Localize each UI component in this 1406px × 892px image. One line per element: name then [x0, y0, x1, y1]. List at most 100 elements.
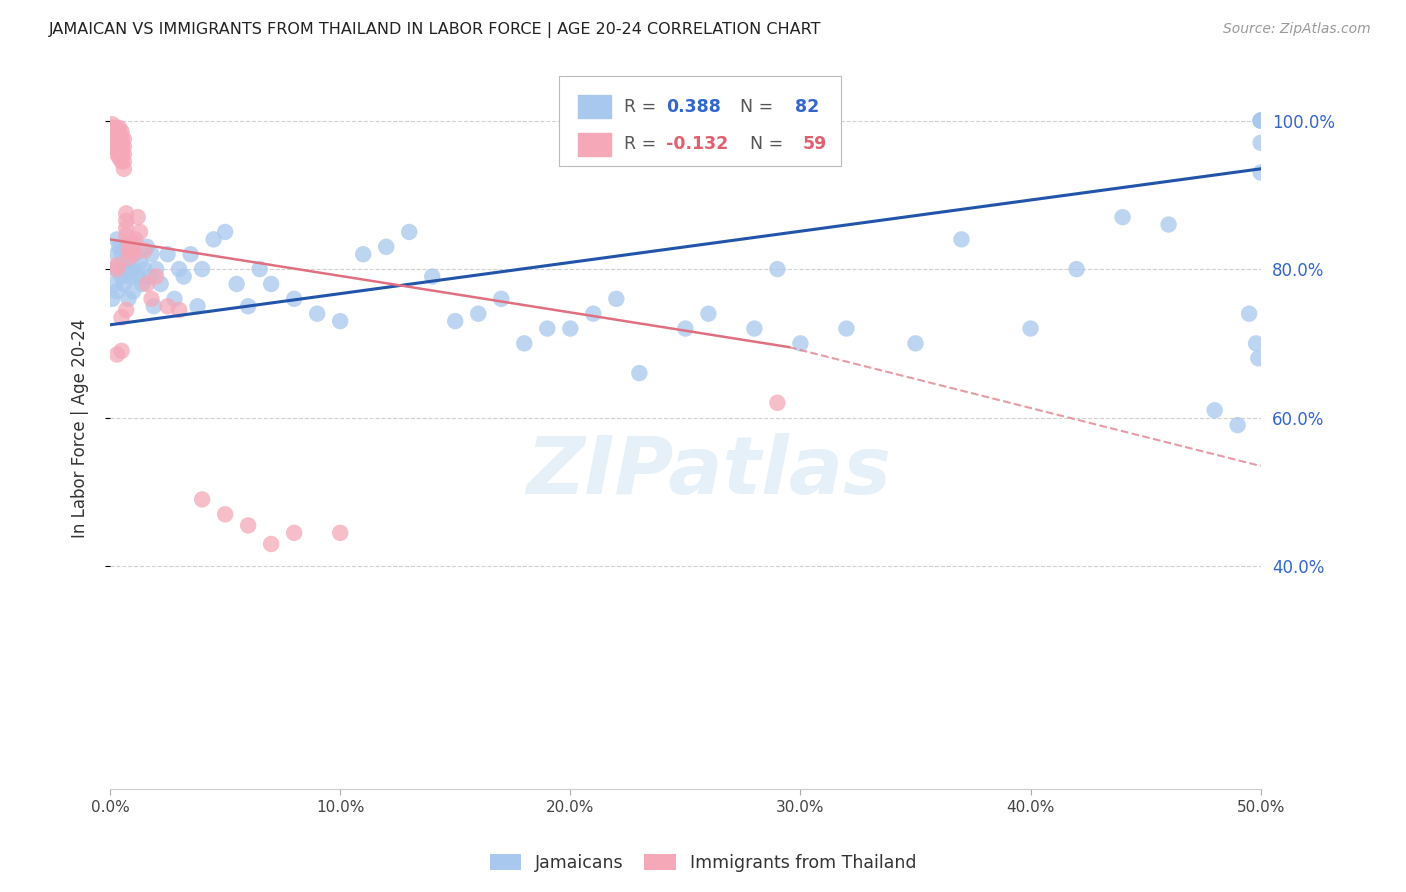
Point: [560, 321, 582, 335]
Point: [117, 251, 139, 265]
Legend: Jamaicans, Immigrants from Thailand: Jamaicans, Immigrants from Thailand: [482, 847, 924, 879]
Point: [110, 154, 132, 169]
Point: [117, 244, 139, 258]
Point: [352, 247, 374, 261]
Point: [105, 132, 128, 146]
Point: [1250, 136, 1272, 150]
Point: [115, 214, 138, 228]
Point: [127, 210, 149, 224]
Text: 59: 59: [803, 136, 827, 153]
Point: [122, 236, 145, 251]
Point: [112, 132, 135, 146]
Text: 82: 82: [794, 98, 818, 116]
Point: [104, 262, 127, 277]
Point: [1111, 210, 1133, 224]
Point: [108, 240, 131, 254]
Point: [628, 366, 651, 380]
Point: [1250, 113, 1272, 128]
Point: [1019, 321, 1042, 335]
Point: [115, 221, 138, 235]
Point: [117, 262, 139, 277]
Point: [115, 302, 138, 317]
Point: [582, 307, 605, 321]
Point: [105, 139, 128, 153]
Point: [101, 292, 124, 306]
Y-axis label: In Labor Force | Age 20-24: In Labor Force | Age 20-24: [72, 319, 89, 539]
Point: [191, 492, 214, 507]
Point: [120, 269, 142, 284]
Point: [145, 262, 167, 277]
Point: [149, 277, 172, 291]
Point: [236, 299, 259, 313]
Point: [105, 247, 128, 261]
Point: [167, 302, 190, 317]
Point: [105, 136, 128, 150]
Point: [134, 244, 156, 258]
Point: [191, 262, 214, 277]
Point: [744, 321, 766, 335]
Point: [1247, 351, 1270, 366]
Point: [186, 299, 208, 313]
Point: [110, 247, 132, 261]
Point: [156, 247, 179, 261]
Point: [112, 154, 135, 169]
Point: [104, 120, 127, 135]
Point: [225, 277, 247, 291]
Point: [260, 277, 283, 291]
Bar: [578, 95, 610, 119]
Text: N =: N =: [730, 98, 779, 116]
Point: [1250, 113, 1272, 128]
Point: [112, 254, 135, 268]
Point: [105, 259, 128, 273]
Point: [214, 225, 236, 239]
Point: [124, 232, 146, 246]
Point: [835, 321, 858, 335]
Point: [307, 307, 329, 321]
Point: [167, 262, 190, 277]
Point: [1066, 262, 1088, 277]
Point: [115, 206, 138, 220]
Bar: [578, 133, 610, 156]
Text: R =: R =: [624, 98, 662, 116]
Point: [173, 269, 195, 284]
Point: [697, 307, 720, 321]
Point: [131, 277, 153, 291]
Point: [105, 147, 128, 161]
Point: [180, 247, 202, 261]
Text: JAMAICAN VS IMMIGRANTS FROM THAILAND IN LABOR FORCE | AGE 20-24 CORRELATION CHAR: JAMAICAN VS IMMIGRANTS FROM THAILAND IN …: [49, 22, 821, 38]
Point: [110, 147, 132, 161]
Point: [135, 240, 157, 254]
Point: [110, 132, 132, 146]
Point: [202, 232, 225, 246]
Point: [135, 277, 157, 291]
Point: [105, 285, 128, 299]
Point: [141, 292, 163, 306]
Point: [104, 125, 127, 139]
Point: [156, 299, 179, 313]
Point: [108, 262, 131, 277]
Point: [766, 262, 789, 277]
Point: [444, 314, 467, 328]
Point: [236, 518, 259, 533]
Text: -0.132: -0.132: [666, 136, 728, 153]
Point: [105, 125, 128, 139]
Point: [108, 143, 131, 157]
Point: [112, 139, 135, 153]
Point: [108, 120, 131, 135]
Point: [108, 151, 131, 165]
Point: [1226, 418, 1249, 433]
Point: [1237, 307, 1260, 321]
Point: [398, 225, 420, 239]
Point: [163, 292, 186, 306]
Point: [112, 147, 135, 161]
Point: [536, 321, 558, 335]
Point: [105, 347, 128, 361]
Point: [375, 240, 398, 254]
Point: [605, 292, 627, 306]
Text: R =: R =: [624, 136, 662, 153]
Point: [115, 228, 138, 243]
Point: [1157, 218, 1180, 232]
Text: 0.388: 0.388: [666, 98, 721, 116]
Point: [101, 117, 124, 131]
Point: [1250, 165, 1272, 179]
